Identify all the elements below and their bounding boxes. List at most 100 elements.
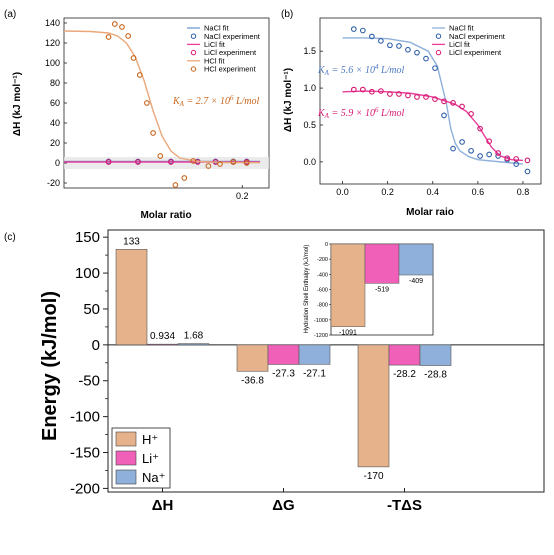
panel-b-ka-nacl-annotation: KA = 5.6 × 104 L/mol bbox=[317, 63, 405, 77]
y-tick-label: 0.5 bbox=[303, 120, 316, 130]
panel-a-ka-annotation: KA = 2.7 × 106 L/mol bbox=[172, 94, 260, 108]
data-point-nacl-experiment bbox=[350, 26, 357, 32]
panel-a-series bbox=[63, 21, 261, 188]
data-point-nacl-experiment bbox=[450, 145, 456, 152]
data-point-hcl-experiment bbox=[172, 182, 179, 188]
x-tick-label: 0.0 bbox=[336, 187, 349, 197]
series-line-hcl-fit bbox=[63, 30, 261, 164]
data-point-licl-experiment bbox=[423, 94, 429, 100]
panel-c-y-label: Energy (kJ/mol) bbox=[39, 291, 61, 441]
inset-bar bbox=[398, 243, 434, 276]
data-point-hcl-experiment bbox=[243, 160, 250, 166]
data-point-licl-experiment bbox=[369, 88, 375, 95]
data-point-hcl-experiment bbox=[130, 55, 137, 61]
panel-b-letter: (b) bbox=[281, 9, 293, 20]
legend-label: NaCl fit bbox=[449, 24, 475, 33]
data-point-hcl-experiment bbox=[119, 24, 125, 30]
data-point-nacl-experiment bbox=[369, 33, 375, 40]
legend-label: Li⁺ bbox=[142, 451, 159, 466]
panel-b-y-ticks: 0.0 0.5 1.0 1.5 bbox=[303, 46, 323, 167]
data-point-nacl-experiment bbox=[396, 43, 402, 49]
data-point-licl-experiment bbox=[387, 91, 393, 97]
panel-b-x-ticks: 0.0 0.2 0.4 0.6 0.8 bbox=[336, 181, 529, 197]
data-point-licl-experiment bbox=[486, 138, 492, 145]
legend-label: HCl fit bbox=[204, 56, 225, 65]
legend-swatch bbox=[115, 450, 137, 466]
panel-b-y-label: ΔH (kJ mol⁻¹) bbox=[283, 68, 294, 132]
panel-c-y-ticks: 150 100 50 0 -50 -100 -150 -200 bbox=[70, 229, 544, 497]
inset-y-tick-label: 0 bbox=[325, 242, 328, 248]
data-point-licl-experiment bbox=[414, 94, 420, 100]
bar-ΔG-Li⁺ bbox=[267, 344, 300, 365]
panel-b-ka-licl-annotation: KA = 5.9 × 106 L/mol bbox=[317, 106, 405, 120]
data-point-hcl-experiment bbox=[150, 130, 156, 136]
data-point-nacl-experiment bbox=[414, 49, 420, 56]
panel-b-x-label: Molar raio bbox=[406, 207, 454, 218]
bar-ΔG-Na⁺ bbox=[298, 344, 331, 365]
y-tick-label: 80 bbox=[50, 78, 60, 88]
x-tick-label: 0.2 bbox=[236, 191, 249, 201]
data-point-licl-experiment bbox=[378, 88, 384, 94]
y-tick-label: 40 bbox=[50, 118, 60, 128]
y-tick-label: 120 bbox=[45, 38, 60, 48]
data-point-licl-experiment bbox=[459, 103, 465, 110]
legend-label: Na⁺ bbox=[142, 470, 165, 485]
bar-value-label: -36.8 bbox=[241, 375, 264, 386]
data-point-licl-experiment bbox=[504, 155, 511, 162]
bar-value-label: 133 bbox=[123, 236, 140, 247]
legend-marker-swatch bbox=[190, 33, 197, 39]
legend-marker-swatch bbox=[435, 49, 442, 56]
y-tick-label: 1.5 bbox=[303, 46, 316, 56]
inset-y-tick-label: -800 bbox=[317, 303, 328, 309]
bar-value-label: 1.68 bbox=[184, 331, 204, 342]
data-point-nacl-experiment bbox=[513, 161, 520, 167]
data-point-hcl-experiment bbox=[144, 100, 150, 106]
data-point-licl-experiment bbox=[168, 159, 174, 165]
data-point-licl-experiment bbox=[359, 86, 366, 93]
data-point-licl-experiment bbox=[468, 111, 474, 117]
panel-a-y-ticks: -20 0 20 40 60 80 100 120 140 bbox=[45, 18, 67, 188]
panel-c-bars: 133 0.934 1.68 -36.8 -27.3 -27.1 -170 -28.2 -28.… bbox=[115, 236, 452, 482]
data-point-hcl-experiment bbox=[136, 72, 143, 78]
inset-bar bbox=[364, 243, 400, 284]
data-point-nacl-experiment bbox=[387, 42, 393, 49]
y-tick-label: -50 bbox=[78, 373, 100, 390]
legend-swatch bbox=[115, 469, 137, 485]
panel-b: (b) 0.0 0.5 1.0 1.5 0.0 0.2 0.4 0.6 0.8 Molar r… bbox=[281, 9, 542, 218]
data-point-hcl-experiment bbox=[125, 33, 132, 39]
series-line-licl-fit bbox=[342, 90, 524, 162]
data-point-licl-experiment bbox=[105, 159, 112, 165]
y-tick-label: 1.0 bbox=[303, 83, 316, 93]
data-point-nacl-experiment bbox=[405, 46, 411, 53]
legend-marker-swatch bbox=[190, 49, 197, 56]
legend-label: NaCl experiment bbox=[204, 32, 261, 41]
data-point-nacl-experiment bbox=[378, 38, 384, 44]
x-tick-label: 0.2 bbox=[381, 187, 394, 197]
panel-a-letter: (a) bbox=[4, 9, 16, 20]
bar--TΔS-Na⁺ bbox=[419, 344, 452, 366]
legend-marker-swatch bbox=[190, 66, 197, 72]
y-tick-label: 140 bbox=[45, 18, 60, 28]
y-tick-label: 50 bbox=[83, 301, 100, 318]
x-tick-label: 0.6 bbox=[472, 187, 485, 197]
data-point-licl-experiment bbox=[477, 125, 483, 132]
y-tick-label: 0 bbox=[55, 158, 60, 168]
legend-label: HCl experiment bbox=[204, 65, 257, 74]
category-label: ΔH bbox=[152, 497, 174, 514]
data-point-nacl-experiment bbox=[468, 147, 474, 154]
x-tick-label: 0.8 bbox=[517, 187, 530, 197]
legend-label: LiCl experiment bbox=[449, 48, 502, 57]
bar-ΔH-Li⁺ bbox=[146, 343, 179, 346]
y-tick-label: 150 bbox=[75, 229, 100, 246]
y-tick-label: -20 bbox=[47, 178, 60, 188]
legend-label: LiCl fit bbox=[449, 40, 471, 49]
inset-y-tick-label: -1200 bbox=[314, 333, 328, 339]
bar-value-label: -27.1 bbox=[303, 368, 326, 379]
data-point-licl-experiment bbox=[350, 86, 357, 93]
series-line-nacl-fit bbox=[342, 37, 524, 165]
y-tick-label: 0 bbox=[92, 337, 100, 354]
data-point-hcl-experiment bbox=[111, 21, 118, 27]
bar-value-label: -28.8 bbox=[424, 370, 447, 381]
